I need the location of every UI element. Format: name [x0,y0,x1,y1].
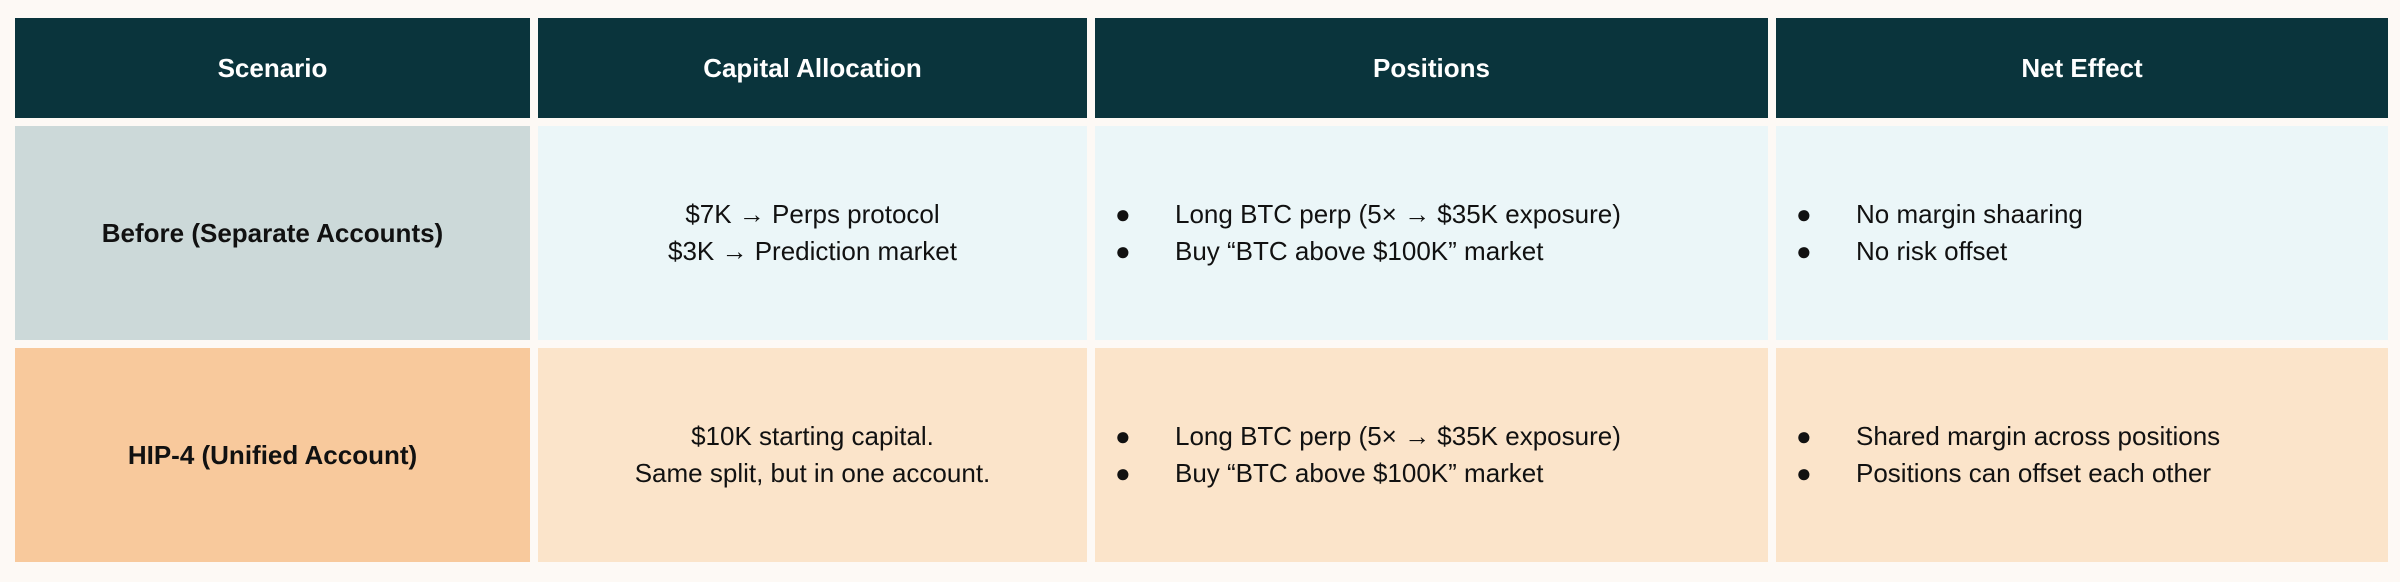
capital-line: $3K → Prediction market [667,236,957,266]
capital-line: $7K → Perps protocol [685,199,940,229]
row-before-net-effect: ● No margin shaaring ● No risk offset [1776,126,2388,340]
capital-line: $10K starting capital. [691,421,934,451]
header-scenario: Scenario [15,18,530,118]
header-net-effect: Net Effect [1776,18,2388,118]
row-before-scenario: Before (Separate Accounts) [15,126,530,340]
bullet-icon: ● [1796,199,1812,229]
list-item: ● Buy “BTC above $100K” market [1115,455,1621,492]
list-item: ● Shared margin across positions [1796,418,2220,455]
list-item: ● Long BTC perp (5× → $35K exposure) [1115,418,1621,455]
row-before-capital: $7K → Perps protocol $3K → Prediction ma… [538,126,1087,340]
list-item: ● No risk offset [1796,233,2083,270]
list-item: ● No margin shaaring [1796,196,2083,233]
bullet-icon: ● [1796,458,1812,488]
row-before-positions: ● Long BTC perp (5× → $35K exposure) ● Buy… [1095,126,1768,340]
row-hip4-positions: ● Long BTC perp (5× → $35K exposure) ● Buy… [1095,348,1768,562]
capital-line: Same split, but in one account. [634,458,991,488]
row-hip4-net-effect: ● Shared margin across positions ● Positio… [1776,348,2388,562]
header-positions: Positions [1095,18,1768,118]
row-hip4-scenario: HIP-4 (Unified Account) [15,348,530,562]
row-hip4-capital: $10K starting capital. Same split, but i… [538,348,1087,562]
comparison-table: Scenario Capital Allocation Positions Ne… [15,18,2388,562]
bullet-icon: ● [1796,236,1812,266]
bullet-icon: ● [1796,421,1812,451]
header-capital-allocation: Capital Allocation [538,18,1087,118]
list-item: ● Positions can offset each other [1796,455,2220,492]
bullet-icon: ● [1115,421,1131,451]
bullet-icon: ● [1115,236,1131,266]
list-item: ● Long BTC perp (5× → $35K exposure) [1115,196,1621,233]
bullet-icon: ● [1115,458,1131,488]
list-item: ● Buy “BTC above $100K” market [1115,233,1621,270]
bullet-icon: ● [1115,199,1131,229]
